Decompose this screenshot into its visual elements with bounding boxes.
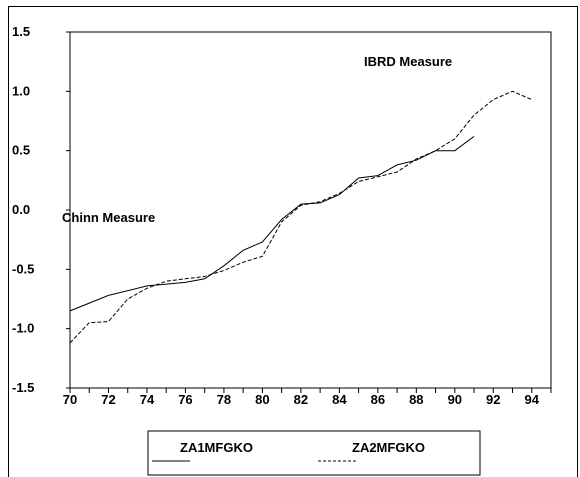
annotation-chinn-measure: Chinn Measure (62, 210, 155, 225)
y-tick-label: 1.5 (12, 24, 30, 39)
x-tick-label: 82 (294, 392, 308, 407)
y-tick-label: -1.5 (12, 380, 34, 395)
x-tick-label: 90 (448, 392, 462, 407)
series-line-2 (69, 90, 532, 344)
y-tick-label: 0.5 (12, 143, 30, 158)
y-tick-label: 1.0 (12, 83, 30, 98)
x-tick-label: 70 (63, 392, 77, 407)
y-tick-label: 0.0 (12, 202, 30, 217)
legend-label-series-1: ZA1MFGKO (180, 440, 253, 455)
y-axis: 1.5 1.0 0.5 0.0 -0.5 -1.0 -1.5 (12, 24, 70, 395)
x-axis: 70 72 74 76 78 80 82 84 86 88 90 92 94 (63, 388, 552, 407)
series-layer (69, 90, 532, 344)
x-tick-label: 72 (101, 392, 115, 407)
legend-box (147, 430, 481, 476)
x-tick-label: 86 (371, 392, 385, 407)
series-line-1 (69, 135, 475, 312)
x-tick-label: 74 (140, 392, 155, 407)
legend: ZA1MFGKO ZA2MFGKO (147, 430, 481, 476)
x-tick-label: 84 (332, 392, 347, 407)
x-tick-label: 94 (525, 392, 540, 407)
x-tick-label: 78 (217, 392, 231, 407)
chart-frame (8, 6, 578, 477)
x-tick-label: 92 (486, 392, 500, 407)
y-tick-label: -1.0 (12, 321, 34, 336)
x-tick-label: 80 (255, 392, 269, 407)
y-tick-label: -0.5 (12, 261, 34, 276)
x-tick-label: 88 (409, 392, 423, 407)
x-tick-label: 76 (178, 392, 192, 407)
legend-label-series-2: ZA2MFGKO (352, 440, 425, 455)
annotation-ibrd-measure: IBRD Measure (364, 54, 452, 69)
